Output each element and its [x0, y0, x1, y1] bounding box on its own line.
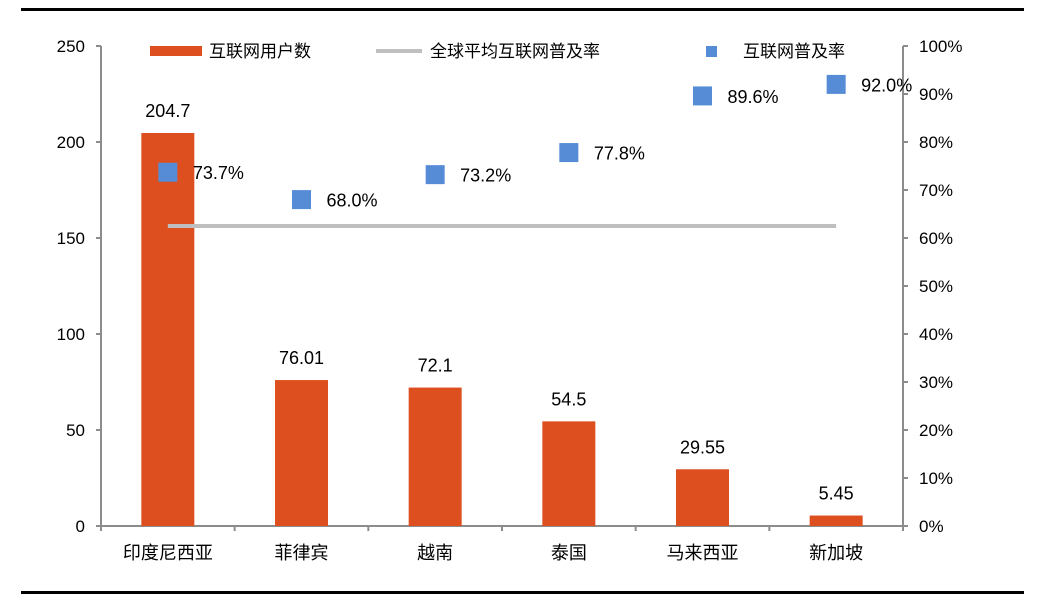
- rate-marker: [292, 190, 311, 210]
- left-tick-label: 100: [57, 325, 85, 344]
- category-label: 新加坡: [809, 543, 863, 564]
- rate-value-label: 92.0%: [861, 75, 912, 95]
- bar-value-label: 76.01: [279, 348, 324, 368]
- bar-value-label: 72.1: [418, 356, 453, 376]
- right-tick-label: 0%: [919, 517, 944, 536]
- bar: [141, 132, 195, 526]
- bar: [676, 469, 729, 526]
- x-axis: 印度尼西亚 菲律宾 越南 泰国 马来西亚 新加坡: [96, 525, 904, 564]
- rate-value-label: 68.0%: [327, 191, 378, 211]
- bottom-rule: [21, 591, 1024, 594]
- right-tick-label: 70%: [919, 181, 953, 200]
- rate-value-label: 73.7%: [193, 163, 244, 183]
- legend-swatch-line: [376, 49, 422, 53]
- right-y-axis: 0% 10% 20% 30% 40% 50% 60% 70% 80% 90% 100%: [902, 37, 962, 536]
- category-label: 印度尼西亚: [123, 543, 213, 564]
- rate-marker: [826, 74, 846, 94]
- right-tick-label: 40%: [919, 325, 953, 344]
- right-tick-label: 10%: [919, 469, 953, 488]
- rate-value-label: 89.6%: [728, 87, 779, 107]
- legend-label-users: 互联网用户数: [209, 42, 311, 62]
- bar-value-label: 29.55: [680, 437, 725, 457]
- category-label: 越南: [417, 543, 453, 564]
- rate-value-label: 73.2%: [460, 166, 511, 186]
- bar: [542, 421, 596, 526]
- legend-swatch-bar: [150, 46, 202, 56]
- rate-value-label: 77.8%: [594, 144, 645, 164]
- bar-value-label: 204.7: [145, 101, 190, 121]
- category-label: 菲律宾: [275, 543, 329, 564]
- right-tick-label: 50%: [919, 277, 953, 296]
- right-tick-label: 20%: [919, 421, 953, 440]
- bar: [408, 387, 462, 526]
- bar-value-label: 5.45: [819, 484, 854, 504]
- right-tick-label: 100%: [919, 37, 962, 56]
- bar-value-label: 54.5: [551, 389, 586, 409]
- bar: [275, 380, 328, 526]
- bar: [809, 515, 863, 526]
- legend-swatch-marker: [706, 46, 717, 57]
- right-tick-label: 80%: [919, 133, 953, 152]
- right-tick-label: 30%: [919, 373, 953, 392]
- marker-series-penetration-rate: 73.7% 68.0% 73.2% 77.8% 89.6% 92.0%: [158, 74, 912, 211]
- bar-series-internet-users: 204.7 76.01 72.1 54.5 29.55 5.45: [141, 101, 863, 526]
- left-y-axis: 0 50 100 150 200 250: [57, 37, 102, 536]
- rate-marker: [693, 86, 712, 106]
- left-tick-label: 200: [57, 133, 85, 152]
- left-tick-label: 0: [76, 517, 85, 536]
- left-tick-label: 250: [57, 37, 85, 56]
- category-label: 马来西亚: [667, 543, 739, 564]
- rate-marker: [158, 162, 178, 182]
- rate-marker: [425, 165, 445, 185]
- left-tick-label: 50: [66, 421, 85, 440]
- legend-label-global-average: 全球平均互联网普及率: [430, 42, 600, 62]
- right-tick-label: 60%: [919, 229, 953, 248]
- chart-legend: 互联网用户数 全球平均互联网普及率 互联网普及率: [150, 42, 845, 62]
- right-tick-label: 90%: [919, 85, 953, 104]
- legend-label-penetration: 互联网普及率: [743, 42, 845, 62]
- left-tick-label: 150: [57, 229, 85, 248]
- top-rule: [21, 8, 1024, 11]
- rate-marker: [559, 143, 579, 163]
- category-label: 泰国: [551, 543, 587, 564]
